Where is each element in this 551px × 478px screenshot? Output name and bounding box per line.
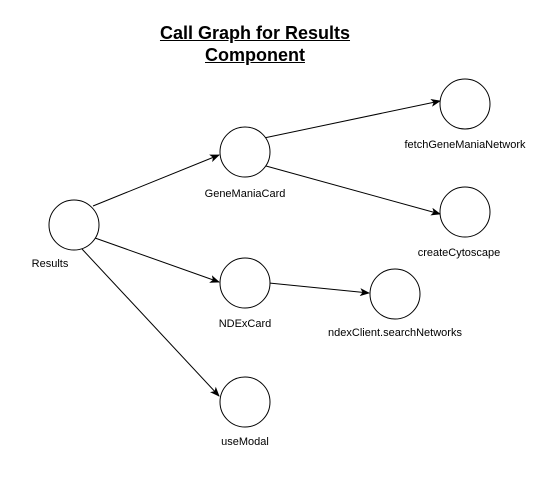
node-circle	[219, 126, 271, 178]
edge-results-to-usemodal	[81, 248, 220, 397]
node-label-fetchgenemanianetwork: fetchGeneManiaNetwork	[404, 139, 526, 151]
edge-genemaniacard-to-fetchgenemanianetwork	[263, 98, 441, 139]
edge-ndexcard-to-ndexclient-searchnetworks	[268, 282, 370, 297]
node-circle	[369, 268, 421, 320]
diagram-title: Call Graph for Results Component	[0, 22, 510, 66]
node-fetchgenemanianetwork: fetchGeneManiaNetwork	[404, 78, 526, 151]
diagram-title-line-1: Call Graph for Results	[159, 23, 351, 43]
node-circle	[219, 257, 271, 309]
node-label-usemodal: useModal	[221, 436, 269, 448]
node-results: Results	[32, 199, 100, 270]
node-circle	[48, 199, 100, 251]
node-ndexclient-searchnetworks: ndexClient.searchNetworks	[328, 268, 462, 339]
edges	[81, 98, 441, 397]
edge-results-to-genemaniacard	[92, 154, 220, 207]
diagram-title-line-2: Component	[205, 45, 305, 65]
node-circle	[439, 186, 491, 238]
edge-results-to-ndexcard	[94, 237, 220, 283]
node-label-ndexcard: NDExCard	[219, 318, 272, 330]
node-label-ndexclient-searchnetworks: ndexClient.searchNetworks	[328, 327, 462, 339]
node-circle	[439, 78, 491, 130]
edge-genemaniacard-to-createcytoscape	[265, 165, 441, 216]
node-label-createcytoscape: createCytoscape	[418, 247, 501, 259]
node-label-genemaniacard: GeneManiaCard	[205, 188, 286, 200]
node-circle	[219, 376, 271, 428]
node-ndexcard: NDExCard	[219, 257, 272, 330]
node-label-results: Results	[32, 258, 69, 270]
node-createcytoscape: createCytoscape	[418, 186, 501, 259]
node-usemodal: useModal	[219, 376, 271, 448]
node-genemaniacard: GeneManiaCard	[205, 126, 286, 200]
